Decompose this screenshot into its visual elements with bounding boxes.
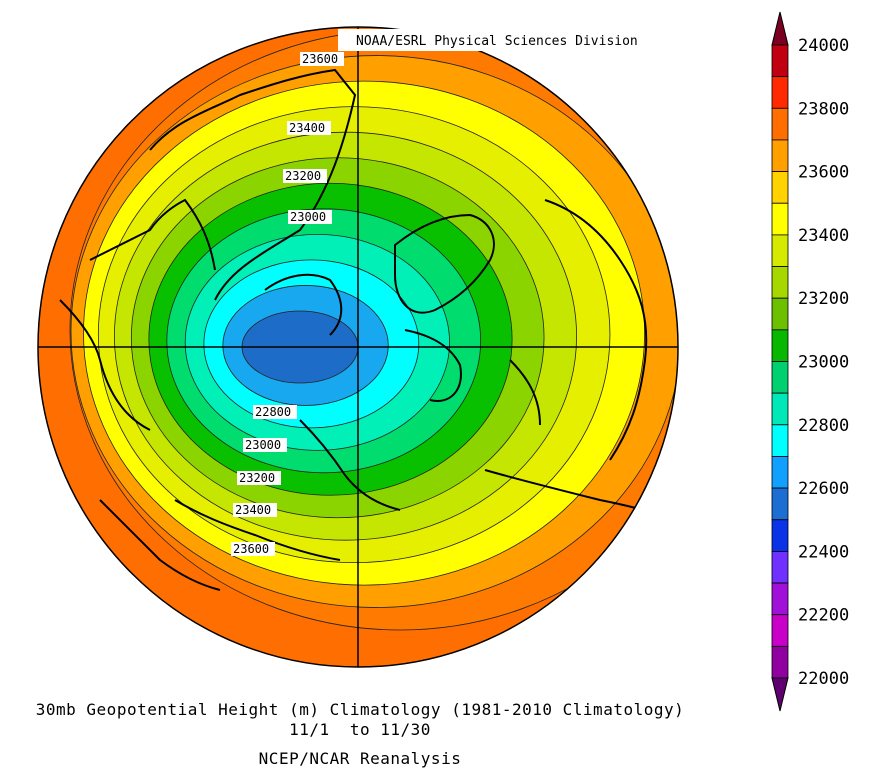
colorbar-label: 23400 xyxy=(798,226,849,246)
coastlines xyxy=(59,68,661,591)
colorbar-label: 22800 xyxy=(798,416,849,436)
colorbar-label: 22000 xyxy=(798,669,849,689)
contour-label: 23200 xyxy=(285,169,321,183)
colorbar-label: 23600 xyxy=(798,163,849,183)
contour-label: 23200 xyxy=(239,471,275,485)
colorbar-label: 22200 xyxy=(798,606,849,626)
colorbar-segment xyxy=(771,76,789,109)
colorbar-label: 22600 xyxy=(798,479,849,499)
credit-box: NOAA/ESRL Physical Sciences Division xyxy=(338,29,674,51)
colorbar-segment xyxy=(771,44,789,78)
colorbar-segment xyxy=(771,424,789,457)
colorbar-label: 23200 xyxy=(798,289,849,309)
colorbar-segment xyxy=(771,202,789,236)
contour-label: 23400 xyxy=(235,503,271,517)
colorbar-segment xyxy=(771,645,789,679)
colorbar-segment xyxy=(771,297,789,331)
colorbar-segment xyxy=(771,107,789,141)
colorbar: 24000 23800 23600 23400 23200 23000 22800 22600… xyxy=(771,11,849,712)
colorbar-segment xyxy=(771,551,789,584)
colorbar-segment xyxy=(771,614,789,647)
caption-source: NCEP/NCAR Reanalysis xyxy=(258,749,462,768)
colorbar-segment xyxy=(771,487,789,521)
colorbar-segment xyxy=(771,329,789,362)
colorbar-segment xyxy=(771,361,789,394)
colorbar-segment xyxy=(771,171,789,204)
colorbar-segment xyxy=(771,266,789,299)
colorbar-label: 23000 xyxy=(798,353,849,373)
contour-label: 23600 xyxy=(302,52,338,66)
caption-title: 30mb Geopotential Height (m) Climatology… xyxy=(35,700,685,719)
contour-label: 23600 xyxy=(233,542,269,556)
colorbar-label: 22400 xyxy=(798,542,849,562)
colorbar-segment xyxy=(771,519,789,552)
colorbar-arrow-top xyxy=(771,11,789,46)
globe-outline xyxy=(37,26,679,668)
colorbar-segment xyxy=(771,456,789,489)
height-bands xyxy=(69,29,678,631)
colorbar-label: 23800 xyxy=(798,99,849,119)
contour-label: 23000 xyxy=(290,210,326,224)
colorbar-segment xyxy=(771,392,789,426)
colorbar-arrow-bottom xyxy=(771,677,789,712)
colorbar-segment xyxy=(771,139,789,172)
caption-dates: 11/1 to 11/30 xyxy=(289,720,431,739)
contour-label: 22800 xyxy=(255,405,291,419)
colorbar-segment xyxy=(771,234,789,267)
contour-label: 23000 xyxy=(245,438,281,452)
credit-text: NOAA/ESRL Physical Sciences Division xyxy=(356,34,638,49)
contour-label: 23400 xyxy=(289,121,325,135)
colorbar-segment xyxy=(771,582,789,616)
polar-map xyxy=(38,27,678,667)
contour-labels: 23600 23400 23200 23000 22800 23000 2320… xyxy=(231,52,344,556)
colorbar-label: 24000 xyxy=(798,36,849,56)
